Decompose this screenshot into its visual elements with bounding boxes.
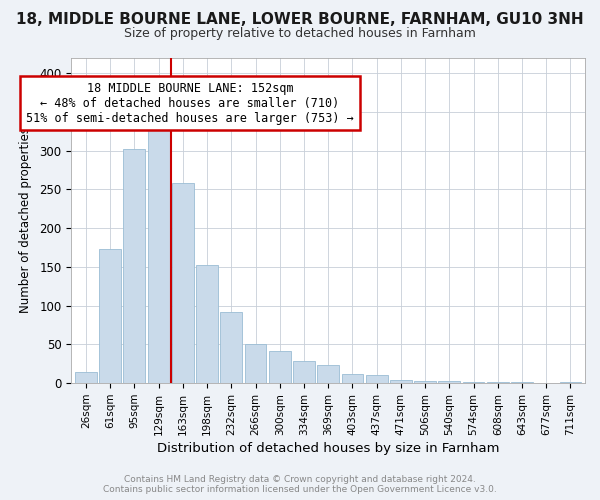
Text: 18, MIDDLE BOURNE LANE, LOWER BOURNE, FARNHAM, GU10 3NH: 18, MIDDLE BOURNE LANE, LOWER BOURNE, FA…: [16, 12, 584, 28]
Bar: [220, 312, 242, 383]
Bar: [148, 128, 170, 383]
Text: Size of property relative to detached houses in Farnham: Size of property relative to detached ho…: [124, 28, 476, 40]
Bar: [487, 382, 509, 383]
Bar: [124, 149, 145, 383]
Bar: [414, 381, 436, 383]
Y-axis label: Number of detached properties: Number of detached properties: [19, 128, 32, 314]
Bar: [511, 382, 533, 383]
Bar: [366, 376, 388, 383]
Bar: [293, 360, 315, 383]
Text: Contains HM Land Registry data © Crown copyright and database right 2024.
Contai: Contains HM Land Registry data © Crown c…: [103, 474, 497, 494]
Bar: [196, 264, 218, 383]
X-axis label: Distribution of detached houses by size in Farnham: Distribution of detached houses by size …: [157, 442, 499, 455]
Bar: [341, 374, 364, 383]
Bar: [317, 366, 339, 383]
Bar: [390, 380, 412, 383]
Bar: [99, 249, 121, 383]
Text: 18 MIDDLE BOURNE LANE: 152sqm
← 48% of detached houses are smaller (710)
51% of : 18 MIDDLE BOURNE LANE: 152sqm ← 48% of d…: [26, 82, 354, 124]
Bar: [245, 344, 266, 383]
Bar: [269, 350, 290, 383]
Bar: [75, 372, 97, 383]
Bar: [560, 382, 581, 383]
Bar: [439, 381, 460, 383]
Bar: [463, 382, 484, 383]
Bar: [172, 183, 194, 383]
